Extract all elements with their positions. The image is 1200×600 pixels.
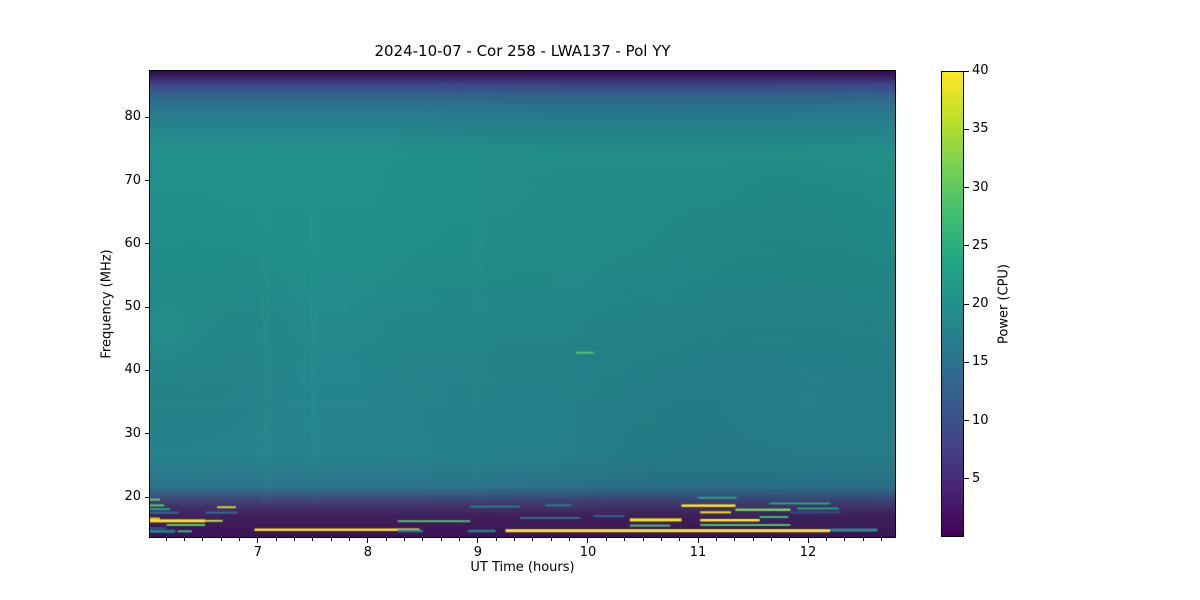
colorbar-tick-label: 40 <box>972 63 989 78</box>
x-tick-label: 12 <box>799 545 817 560</box>
x-minor-tick <box>679 538 681 541</box>
y-tick <box>145 180 150 182</box>
y-tick-label: 60 <box>124 235 141 251</box>
x-minor-tick <box>550 538 552 541</box>
x-minor-tick <box>697 538 699 541</box>
x-minor-tick <box>587 538 589 541</box>
colorbar-tick-label: 15 <box>972 354 989 370</box>
colorbar-tick <box>964 420 969 421</box>
y-tick-label: 70 <box>124 172 141 188</box>
spectrogram-canvas <box>150 71 895 537</box>
plot-area <box>149 70 896 538</box>
colorbar-tick <box>964 478 969 480</box>
colorbar-tick-label: 35 <box>972 121 989 137</box>
colorbar-tick <box>964 70 969 72</box>
y-tick <box>145 369 150 371</box>
x-minor-tick <box>532 538 534 541</box>
x-minor-tick <box>495 538 497 541</box>
x-minor-tick <box>165 538 167 541</box>
x-axis-label: UT Time (hours) <box>470 560 575 575</box>
y-tick <box>145 433 150 435</box>
x-minor-tick <box>385 538 387 541</box>
colorbar-tick <box>964 245 969 247</box>
x-minor-tick <box>330 538 332 541</box>
colorbar-tick <box>964 187 969 188</box>
x-minor-tick <box>624 538 626 541</box>
x-minor-tick <box>807 538 809 541</box>
y-tick <box>145 496 150 498</box>
colorbar-label: Power (CPU) <box>996 263 1012 345</box>
x-minor-tick <box>220 538 222 541</box>
colorbar-tick-label: 20 <box>972 296 989 311</box>
x-minor-tick <box>569 538 571 541</box>
x-minor-tick <box>422 538 424 541</box>
colorbar-tick <box>964 361 969 363</box>
x-minor-tick <box>312 538 314 541</box>
y-tick-label: 20 <box>124 489 141 505</box>
x-minor-tick <box>349 538 351 541</box>
y-tick <box>145 116 150 118</box>
x-minor-tick <box>477 538 479 541</box>
x-minor-tick <box>440 538 442 541</box>
colorbar <box>941 71 964 537</box>
colorbar-tick-label: 30 <box>972 179 989 195</box>
x-minor-tick <box>752 538 754 541</box>
x-minor-tick <box>257 538 259 541</box>
x-minor-tick <box>294 538 296 541</box>
x-minor-tick <box>202 538 204 541</box>
x-minor-tick <box>404 538 406 541</box>
x-tick-label: 11 <box>689 545 707 560</box>
x-minor-tick <box>789 538 791 541</box>
colorbar-tick <box>964 128 969 130</box>
x-minor-tick <box>844 538 846 541</box>
x-minor-tick <box>715 538 717 541</box>
y-tick <box>145 243 150 245</box>
x-tick-label: 9 <box>473 545 483 560</box>
x-minor-tick <box>605 538 607 541</box>
x-minor-tick <box>183 538 185 541</box>
x-minor-tick <box>862 538 864 541</box>
y-tick-label: 40 <box>124 362 141 378</box>
colorbar-tick-label: 5 <box>972 470 981 486</box>
colorbar-tick <box>964 303 969 305</box>
x-tick-label: 7 <box>253 545 262 560</box>
x-tick-label: 10 <box>579 545 597 560</box>
x-minor-tick <box>239 538 241 541</box>
x-minor-tick <box>770 538 772 541</box>
x-minor-tick <box>642 538 644 541</box>
x-minor-tick <box>275 538 277 541</box>
x-tick-label: 8 <box>363 545 373 560</box>
x-minor-tick <box>660 538 662 541</box>
colorbar-tick-label: 10 <box>972 412 989 428</box>
plot-title: 2024-10-07 - Cor 258 - LWA137 - Pol YY <box>374 42 671 60</box>
y-tick-label: 80 <box>124 109 141 125</box>
x-minor-tick <box>880 538 882 541</box>
y-tick-label: 30 <box>124 425 141 441</box>
y-tick-label: 50 <box>124 299 141 315</box>
x-minor-tick <box>514 538 516 541</box>
colorbar-tick-label: 25 <box>972 237 989 253</box>
x-minor-tick <box>825 538 827 541</box>
x-minor-tick <box>459 538 461 541</box>
x-minor-tick <box>734 538 736 541</box>
y-tick <box>145 306 150 308</box>
x-minor-tick <box>367 538 369 541</box>
